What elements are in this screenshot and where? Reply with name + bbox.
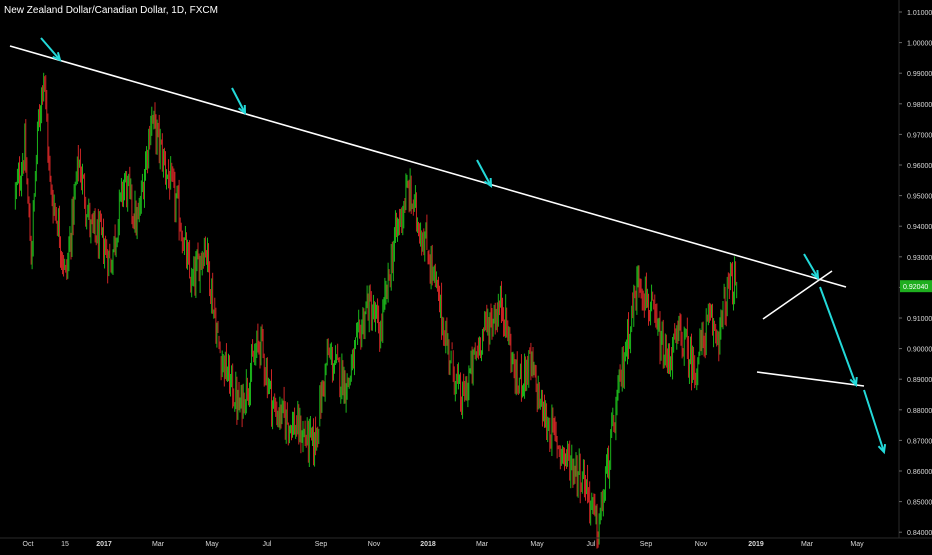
candles [14, 72, 738, 549]
x-tick-label: Nov [368, 541, 381, 548]
x-tick-label: Nov [695, 541, 708, 548]
y-tick-label: 0.84000 [907, 530, 932, 537]
touch-arrow-2018 [476, 159, 493, 189]
y-tick-label: 1.00000 [907, 41, 932, 48]
y-tick-label: 0.85000 [907, 500, 932, 507]
x-tick-label: Sep [315, 541, 328, 548]
x-tick-label: Mar [152, 541, 165, 548]
y-tick-label: 0.90000 [907, 347, 932, 354]
current-price-label: 0.92040 [903, 284, 928, 291]
x-tick-label: Mar [476, 541, 489, 548]
y-tick-label: 0.86000 [907, 469, 932, 476]
y-tick-label: 0.95000 [907, 194, 932, 201]
x-tick-label: 15 [61, 541, 69, 548]
y-tick-label: 0.94000 [907, 224, 932, 231]
x-tick-label: May [205, 541, 219, 548]
main-resistance-trendline [9, 45, 847, 288]
touch-arrow-2019 [803, 253, 820, 280]
y-tick-label: 0.98000 [907, 102, 932, 109]
y-tick-label: 0.97000 [907, 132, 932, 139]
x-tick-label: 2017 [96, 541, 112, 548]
x-tick-label: May [850, 541, 864, 548]
y-tick-label: 0.99000 [907, 71, 932, 78]
x-tick-label: Oct [23, 541, 34, 548]
wedge-upper-line [762, 270, 833, 320]
x-tick-label: Jul [263, 541, 272, 548]
x-tick-label: 2018 [420, 541, 436, 548]
touch-arrow-2016 [40, 37, 62, 62]
x-tick-label: May [530, 541, 544, 548]
y-tick-label: 0.87000 [907, 438, 932, 445]
wedge-lower-line [756, 371, 865, 387]
y-tick-label: 1.01000 [907, 10, 932, 17]
x-tick-label: Jul [587, 541, 596, 548]
current-price-badge [900, 280, 932, 293]
y-tick-label: 0.91000 [907, 316, 932, 323]
x-tick-label: Sep [640, 541, 653, 548]
touch-arrow-2017 [231, 87, 247, 116]
projection-arrow-2 [863, 389, 887, 455]
chart-title: New Zealand Dollar/Canadian Dollar, 1D, … [4, 5, 218, 16]
y-tick-label: 0.89000 [907, 377, 932, 384]
y-tick-label: 0.88000 [907, 408, 932, 415]
y-tick-label: 0.96000 [907, 163, 932, 170]
y-tick-label: 0.93000 [907, 255, 932, 262]
projection-arrow-1 [819, 286, 858, 388]
x-tick-label: Mar [801, 541, 814, 548]
x-tick-label: 2019 [748, 541, 764, 548]
